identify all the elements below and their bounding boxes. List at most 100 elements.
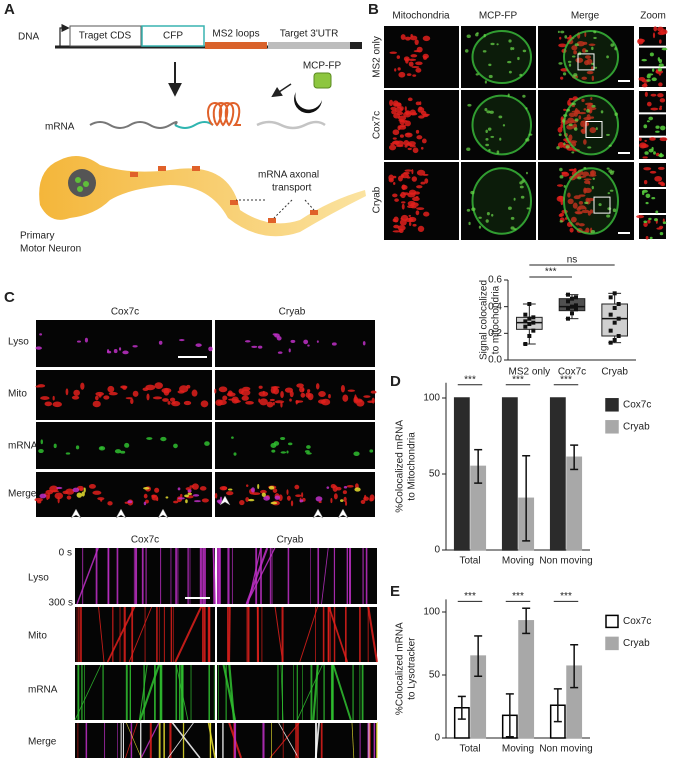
signal bbox=[510, 216, 515, 220]
signal bbox=[652, 32, 656, 39]
signal bbox=[192, 494, 200, 497]
signal bbox=[586, 114, 591, 121]
signal bbox=[66, 495, 72, 500]
signal bbox=[563, 108, 567, 111]
signal bbox=[277, 351, 283, 354]
signal bbox=[587, 197, 595, 202]
signal bbox=[258, 385, 263, 389]
signal bbox=[306, 445, 311, 449]
nucleus bbox=[77, 186, 83, 192]
signal bbox=[172, 401, 176, 405]
signal bbox=[34, 497, 43, 502]
signal bbox=[287, 442, 293, 446]
signal bbox=[363, 494, 367, 501]
point bbox=[574, 307, 578, 312]
point bbox=[523, 319, 528, 324]
signal bbox=[486, 212, 490, 216]
signal bbox=[475, 73, 479, 76]
signal bbox=[572, 202, 578, 209]
signal bbox=[35, 346, 42, 350]
signal bbox=[290, 500, 294, 507]
mrna-icons bbox=[130, 166, 318, 223]
signal bbox=[143, 487, 150, 490]
column-header: Zoom bbox=[640, 11, 666, 22]
signal bbox=[563, 142, 566, 146]
signal bbox=[84, 337, 88, 343]
signal bbox=[189, 485, 194, 488]
point bbox=[608, 328, 613, 333]
signal bbox=[214, 388, 217, 394]
signal bbox=[216, 499, 223, 504]
signal bbox=[408, 58, 417, 62]
signal bbox=[347, 389, 355, 392]
signal bbox=[92, 490, 102, 495]
time-label: 300 s bbox=[49, 598, 73, 609]
signal bbox=[353, 451, 360, 457]
signal bbox=[241, 395, 249, 401]
signal bbox=[598, 203, 602, 207]
signal bbox=[343, 485, 348, 489]
signal bbox=[593, 36, 597, 40]
signal bbox=[399, 219, 407, 226]
signal bbox=[661, 47, 668, 51]
signal bbox=[167, 401, 171, 405]
segment bbox=[350, 42, 362, 49]
y-tick-label: 0.2 bbox=[488, 328, 502, 339]
signal bbox=[570, 216, 577, 223]
signal bbox=[83, 487, 86, 493]
signal bbox=[278, 494, 283, 501]
signal bbox=[410, 54, 418, 58]
signal bbox=[478, 216, 482, 219]
significance-label: *** bbox=[560, 591, 572, 602]
signal bbox=[578, 115, 582, 120]
y-axis-label: to Mitochondria bbox=[407, 432, 418, 501]
signal bbox=[643, 222, 648, 227]
y-tick-label: 0.4 bbox=[488, 301, 502, 312]
signal bbox=[274, 333, 280, 338]
signal bbox=[415, 129, 420, 134]
signal bbox=[583, 178, 592, 181]
point bbox=[566, 306, 570, 310]
y-tick-label: 100 bbox=[423, 393, 440, 404]
signal bbox=[575, 57, 584, 63]
signal bbox=[568, 63, 572, 67]
signal bbox=[418, 106, 423, 111]
kymo-track bbox=[174, 605, 203, 663]
signal bbox=[655, 69, 659, 74]
signal bbox=[71, 395, 80, 400]
mcp-icon bbox=[294, 92, 322, 114]
signal bbox=[507, 206, 512, 210]
signal bbox=[261, 492, 266, 497]
point bbox=[616, 334, 621, 338]
signal bbox=[302, 388, 305, 392]
signal bbox=[118, 347, 122, 351]
signal bbox=[415, 101, 421, 106]
signal bbox=[557, 30, 560, 34]
kymo-track bbox=[167, 721, 195, 758]
signal bbox=[416, 207, 425, 211]
signal bbox=[124, 442, 130, 448]
signal bbox=[588, 43, 596, 47]
signal bbox=[574, 43, 579, 47]
signal bbox=[80, 382, 85, 390]
signal bbox=[660, 125, 666, 131]
signal bbox=[218, 386, 228, 393]
signal bbox=[585, 49, 589, 53]
signal bbox=[560, 76, 564, 80]
signal bbox=[404, 144, 408, 148]
micrograph bbox=[215, 422, 375, 469]
signal bbox=[65, 452, 71, 455]
point bbox=[531, 328, 536, 333]
signal bbox=[567, 60, 572, 63]
signal bbox=[165, 496, 169, 499]
signal bbox=[300, 392, 306, 398]
signal bbox=[525, 107, 528, 110]
kymo-track bbox=[74, 663, 102, 721]
panel-label: B bbox=[368, 1, 379, 18]
y-tick-label: 0 bbox=[434, 545, 440, 556]
signal bbox=[180, 493, 183, 498]
signal bbox=[607, 207, 612, 211]
micrograph bbox=[36, 422, 212, 469]
column-header: Cox7c bbox=[111, 307, 139, 318]
signal bbox=[330, 498, 333, 504]
